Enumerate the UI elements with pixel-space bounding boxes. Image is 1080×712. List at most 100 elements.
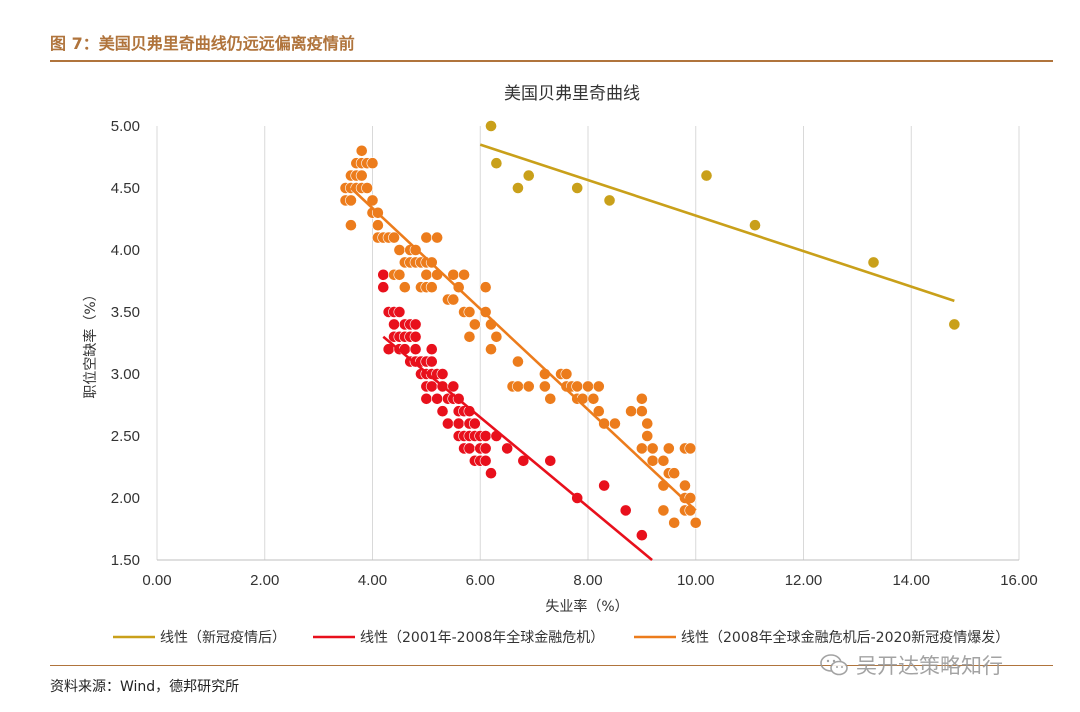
data-point bbox=[587, 392, 600, 405]
data-point bbox=[560, 368, 573, 380]
data-point bbox=[409, 343, 422, 356]
data-point bbox=[366, 194, 379, 207]
data-point bbox=[517, 454, 530, 467]
x-tick-label: 12.00 bbox=[785, 572, 823, 589]
data-point bbox=[420, 392, 433, 405]
data-point bbox=[657, 504, 670, 517]
data-point bbox=[689, 516, 702, 529]
data-point bbox=[431, 231, 444, 244]
y-tick-label: 2.00 bbox=[111, 490, 140, 507]
data-point bbox=[393, 306, 406, 318]
data-point bbox=[479, 281, 492, 294]
data-point bbox=[463, 306, 476, 318]
data-point bbox=[522, 380, 535, 393]
y-tick-label: 5.00 bbox=[111, 118, 140, 135]
chart-legend: 线性（新冠疫情后） 线性（2001年-2008年全球金融危机） 线性（2008年全球… bbox=[113, 629, 1009, 646]
scatter-points bbox=[339, 120, 961, 542]
data-point bbox=[512, 182, 524, 194]
data-point bbox=[635, 442, 648, 455]
data-point bbox=[485, 120, 497, 132]
x-tick-label: 8.00 bbox=[573, 572, 602, 589]
data-point bbox=[409, 318, 422, 331]
trendline-s2008 bbox=[350, 187, 697, 512]
x-axis-ticks: 0.00 2.00 4.00 6.00 8.00 10.00 12.00 14.00 16.00 bbox=[142, 572, 1037, 589]
data-point bbox=[544, 392, 557, 405]
data-point bbox=[388, 318, 400, 331]
series-spost bbox=[485, 120, 961, 331]
data-point bbox=[447, 293, 460, 306]
data-point bbox=[603, 194, 616, 207]
data-point bbox=[355, 169, 368, 182]
data-point bbox=[641, 430, 654, 442]
data-point bbox=[485, 343, 497, 356]
x-tick-label: 0.00 bbox=[142, 572, 171, 589]
series-s2001 bbox=[377, 268, 648, 542]
data-point bbox=[425, 355, 438, 368]
data-point bbox=[662, 442, 675, 455]
data-point bbox=[452, 417, 465, 430]
data-point bbox=[571, 182, 584, 194]
data-point bbox=[501, 442, 514, 455]
data-point bbox=[458, 268, 470, 281]
trendline-s2001 bbox=[382, 335, 653, 562]
data-point bbox=[463, 442, 476, 455]
data-point bbox=[646, 442, 659, 455]
data-point bbox=[431, 392, 444, 405]
data-point bbox=[641, 417, 654, 430]
source-note: 资料来源：Wind，德邦研究所 bbox=[50, 679, 240, 695]
data-point bbox=[490, 330, 503, 343]
data-point bbox=[512, 355, 524, 368]
data-point bbox=[592, 405, 605, 418]
watermark: 吴开达策略知行 bbox=[820, 645, 1003, 685]
x-tick-label: 2.00 bbox=[250, 572, 279, 589]
data-point bbox=[425, 380, 438, 393]
legend-label-s2001: 线性（2001年-2008年全球金融危机） bbox=[360, 629, 604, 646]
x-tick-label: 6.00 bbox=[466, 572, 495, 589]
data-point bbox=[468, 417, 481, 430]
data-point bbox=[366, 157, 379, 170]
data-point bbox=[867, 256, 880, 269]
bottom-rule bbox=[50, 665, 1053, 666]
data-point bbox=[436, 405, 449, 418]
figure-title: 图 7：美国贝弗里奇曲线仍远远偏离疫情前 bbox=[50, 34, 355, 53]
legend-label-spost: 线性（新冠疫情后） bbox=[160, 630, 286, 646]
data-point bbox=[345, 219, 357, 232]
data-point bbox=[609, 417, 621, 430]
chart-title: 美国贝弗里奇曲线 bbox=[504, 84, 640, 104]
data-point bbox=[361, 182, 374, 194]
data-point bbox=[635, 392, 648, 405]
x-tick-label: 10.00 bbox=[677, 572, 715, 589]
data-point bbox=[522, 169, 535, 182]
data-point bbox=[420, 268, 433, 281]
data-point bbox=[463, 405, 476, 418]
data-point bbox=[479, 442, 492, 455]
data-point bbox=[388, 231, 400, 244]
data-point bbox=[668, 516, 681, 529]
data-point bbox=[371, 219, 384, 232]
wechat-icon bbox=[820, 654, 848, 676]
data-point bbox=[425, 281, 438, 294]
data-point bbox=[512, 380, 524, 393]
data-point bbox=[749, 219, 761, 232]
x-axis-label: 失业率（%） bbox=[545, 598, 628, 615]
data-point bbox=[668, 467, 681, 480]
data-point bbox=[625, 405, 637, 418]
x-tick-label: 4.00 bbox=[358, 572, 387, 589]
data-point bbox=[592, 380, 605, 393]
data-point bbox=[490, 157, 503, 170]
y-tick-label: 3.00 bbox=[111, 366, 140, 383]
data-point bbox=[345, 194, 357, 207]
trendlines bbox=[350, 143, 955, 562]
data-point bbox=[619, 504, 632, 517]
data-point bbox=[393, 244, 406, 256]
data-point bbox=[479, 430, 492, 442]
data-point bbox=[539, 380, 551, 393]
data-point bbox=[393, 268, 406, 281]
data-point bbox=[436, 368, 449, 380]
data-point bbox=[657, 454, 670, 467]
chart-grid bbox=[156, 126, 1020, 561]
data-point bbox=[409, 330, 422, 343]
data-point bbox=[544, 454, 557, 467]
data-point bbox=[398, 281, 411, 294]
